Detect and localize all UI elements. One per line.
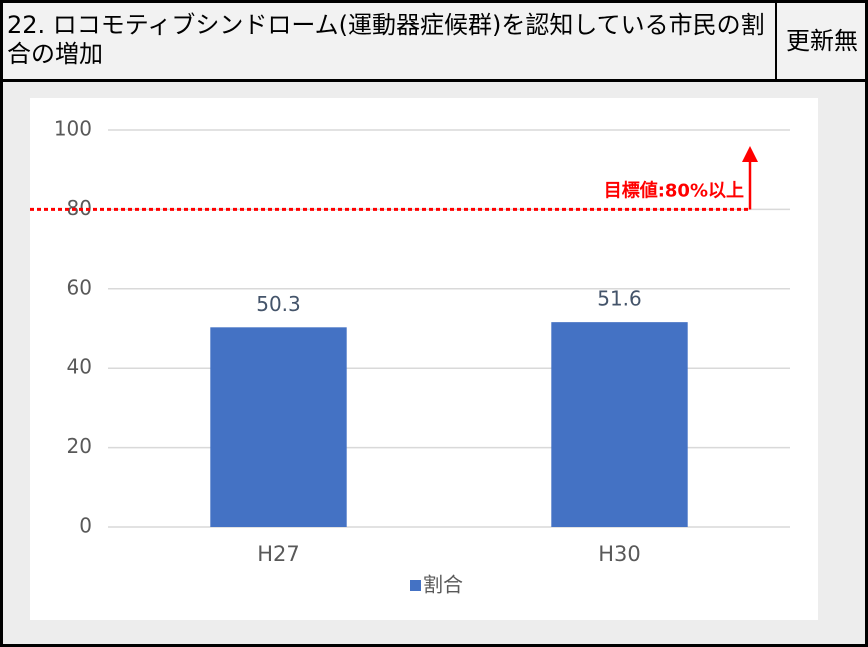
x-tick-label: H30 <box>598 542 641 566</box>
chart-panel <box>30 98 818 620</box>
y-tick-label: 60 <box>67 275 92 299</box>
header-status: 更新無 <box>775 3 867 79</box>
y-tick-label: 40 <box>67 355 92 379</box>
bar <box>551 322 688 527</box>
x-tick-label: H27 <box>257 542 300 566</box>
header: 22. ロコモティブシンドローム(運動器症候群)を認知している市民の割合の増加 … <box>3 3 865 82</box>
legend-label: 割合 <box>423 573 463 597</box>
value-label: 50.3 <box>256 292 301 316</box>
y-tick-label: 20 <box>67 434 92 458</box>
bar <box>210 327 347 527</box>
annotation: 目標値:80%以上 <box>604 179 744 201</box>
target-arrow-head <box>742 146 758 162</box>
legend-swatch <box>410 580 421 591</box>
y-tick-label: 0 <box>79 514 92 538</box>
value-label: 51.6 <box>597 287 642 311</box>
header-title: 22. ロコモティブシンドローム(運動器症候群)を認知している市民の割合の増加 <box>7 11 765 68</box>
y-tick-label: 100 <box>54 117 92 141</box>
